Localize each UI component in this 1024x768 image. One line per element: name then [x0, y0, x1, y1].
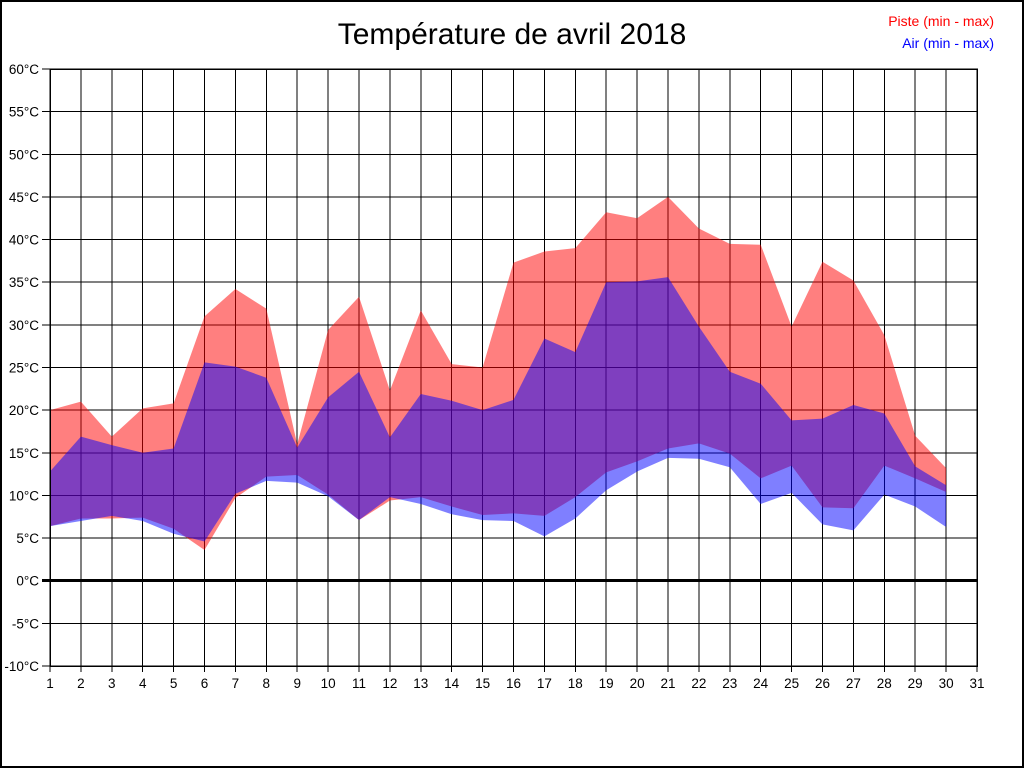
x-tick-label: 24 — [753, 676, 769, 691]
y-tick-label: 15°C — [9, 446, 39, 461]
x-tick-label: 21 — [660, 676, 675, 691]
air-band — [50, 277, 947, 542]
x-tick-label: 19 — [599, 676, 614, 691]
x-tick-label: 23 — [722, 676, 737, 691]
legend-piste: Piste (min - max) — [888, 13, 994, 29]
x-tick-label: 8 — [263, 676, 271, 691]
x-tick-label: 14 — [444, 676, 460, 691]
y-tick-label: 45°C — [9, 190, 39, 205]
x-tick-label: 12 — [382, 676, 397, 691]
y-tick-label: -5°C — [12, 616, 39, 631]
x-tick-label: 9 — [293, 676, 301, 691]
x-tick-label: 26 — [815, 676, 830, 691]
x-tick-label: 30 — [939, 676, 954, 691]
y-tick-label: 0°C — [16, 574, 39, 589]
x-tick-label: 31 — [969, 676, 984, 691]
x-tick-label: 27 — [846, 676, 861, 691]
x-tick-label: 29 — [908, 676, 923, 691]
y-tick-label: 60°C — [9, 62, 39, 77]
x-tick-label: 20 — [630, 676, 645, 691]
y-tick-label: 50°C — [9, 147, 39, 162]
x-tick-label: 5 — [170, 676, 178, 691]
legend-air: Air (min - max) — [902, 35, 994, 51]
y-tick-label: 35°C — [9, 275, 39, 290]
x-tick-label: 28 — [877, 676, 892, 691]
x-tick-label: 18 — [568, 676, 583, 691]
x-tick-label: 15 — [475, 676, 490, 691]
x-tick-label: 2 — [77, 676, 85, 691]
x-tick-label: 16 — [506, 676, 521, 691]
y-tick-label: 10°C — [9, 488, 39, 503]
y-tick-label: 55°C — [9, 105, 39, 120]
y-tick-label: 30°C — [9, 318, 39, 333]
y-tick-label: -10°C — [4, 659, 39, 674]
x-tick-label: 17 — [537, 676, 552, 691]
x-tick-label: 1 — [46, 676, 54, 691]
x-tick-label: 11 — [352, 676, 366, 691]
x-tick-label: 4 — [139, 676, 147, 691]
x-tick-label: 13 — [413, 676, 428, 691]
x-tick-label: 7 — [232, 676, 240, 691]
x-tick-label: 6 — [201, 676, 209, 691]
x-tick-label: 10 — [321, 676, 336, 691]
chart-title: Température de avril 2018 — [337, 18, 687, 51]
x-tick-label: 3 — [108, 676, 116, 691]
y-tick-label: 40°C — [9, 233, 39, 248]
x-tick-label: 25 — [784, 676, 799, 691]
x-tick-label: 22 — [691, 676, 706, 691]
plot-border — [49, 68, 978, 667]
y-tick-label: 20°C — [9, 403, 39, 418]
legend: Piste (min - max) Air (min - max) — [888, 10, 994, 54]
y-tick-label: 25°C — [9, 361, 39, 376]
y-tick-label: 5°C — [16, 531, 39, 546]
